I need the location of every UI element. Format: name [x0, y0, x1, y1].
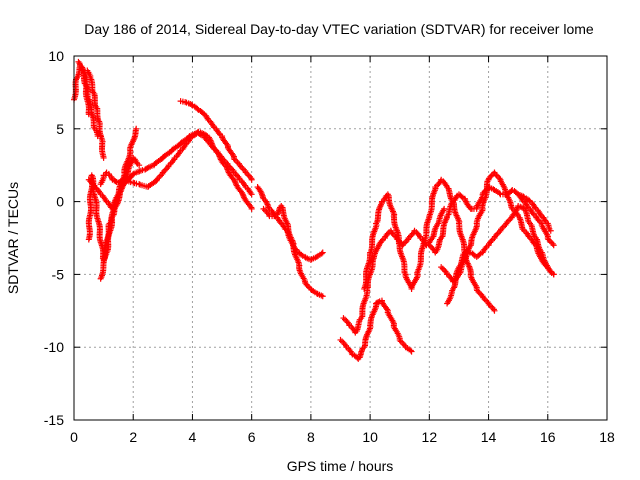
x-tick-label: 4: [189, 429, 197, 445]
data-point: [129, 171, 136, 178]
data-point: [319, 293, 326, 300]
data-point: [491, 307, 498, 314]
x-axis-label: GPS time / hours: [287, 458, 394, 474]
data-point: [458, 193, 465, 200]
data-point: [313, 253, 320, 260]
data-point: [476, 251, 483, 258]
data-point: [97, 133, 104, 140]
x-tick-label: 8: [307, 429, 315, 445]
x-tick-label: 6: [248, 429, 256, 445]
data-point: [441, 205, 448, 212]
y-tick-label: -10: [44, 339, 64, 355]
data-point: [248, 205, 255, 212]
x-tick-label: 16: [540, 429, 556, 445]
x-tick-label: 18: [599, 429, 615, 445]
axis-ticks: 0 2 4 6 8 10 12 14 16 18 -15 -10 -5 0 5 10: [44, 48, 615, 445]
data-point: [248, 176, 255, 183]
data-point: [100, 154, 107, 161]
data-points: [71, 58, 557, 362]
data-point: [133, 125, 140, 132]
y-tick-label: 0: [56, 194, 64, 210]
data-point: [550, 242, 557, 249]
y-tick-label: -15: [44, 412, 64, 428]
data-point: [318, 250, 325, 257]
data-point: [545, 236, 552, 243]
y-tick-label: 10: [48, 48, 64, 64]
y-tick-label: 5: [56, 121, 64, 137]
data-point: [319, 249, 326, 256]
data-point: [194, 105, 201, 112]
x-tick-label: 0: [70, 429, 78, 445]
data-point: [112, 178, 119, 185]
data-point: [75, 58, 82, 65]
data-point: [136, 162, 143, 169]
data-point: [550, 271, 557, 278]
data-point: [407, 347, 414, 354]
x-tick-label: 12: [422, 429, 438, 445]
data-point: [248, 191, 255, 198]
plot-frame: [73, 55, 608, 421]
data-point: [408, 348, 415, 355]
y-tick-label: -5: [52, 266, 65, 282]
data-point: [496, 190, 503, 197]
chart-title: Day 186 of 2014, Sidereal Day-to-day VTE…: [84, 21, 594, 37]
x-tick-label: 10: [362, 429, 378, 445]
y-axis-label: SDTVAR / TECUs: [5, 182, 21, 294]
x-tick-label: 14: [481, 429, 497, 445]
x-tick-label: 2: [129, 429, 137, 445]
data-point: [547, 227, 554, 234]
